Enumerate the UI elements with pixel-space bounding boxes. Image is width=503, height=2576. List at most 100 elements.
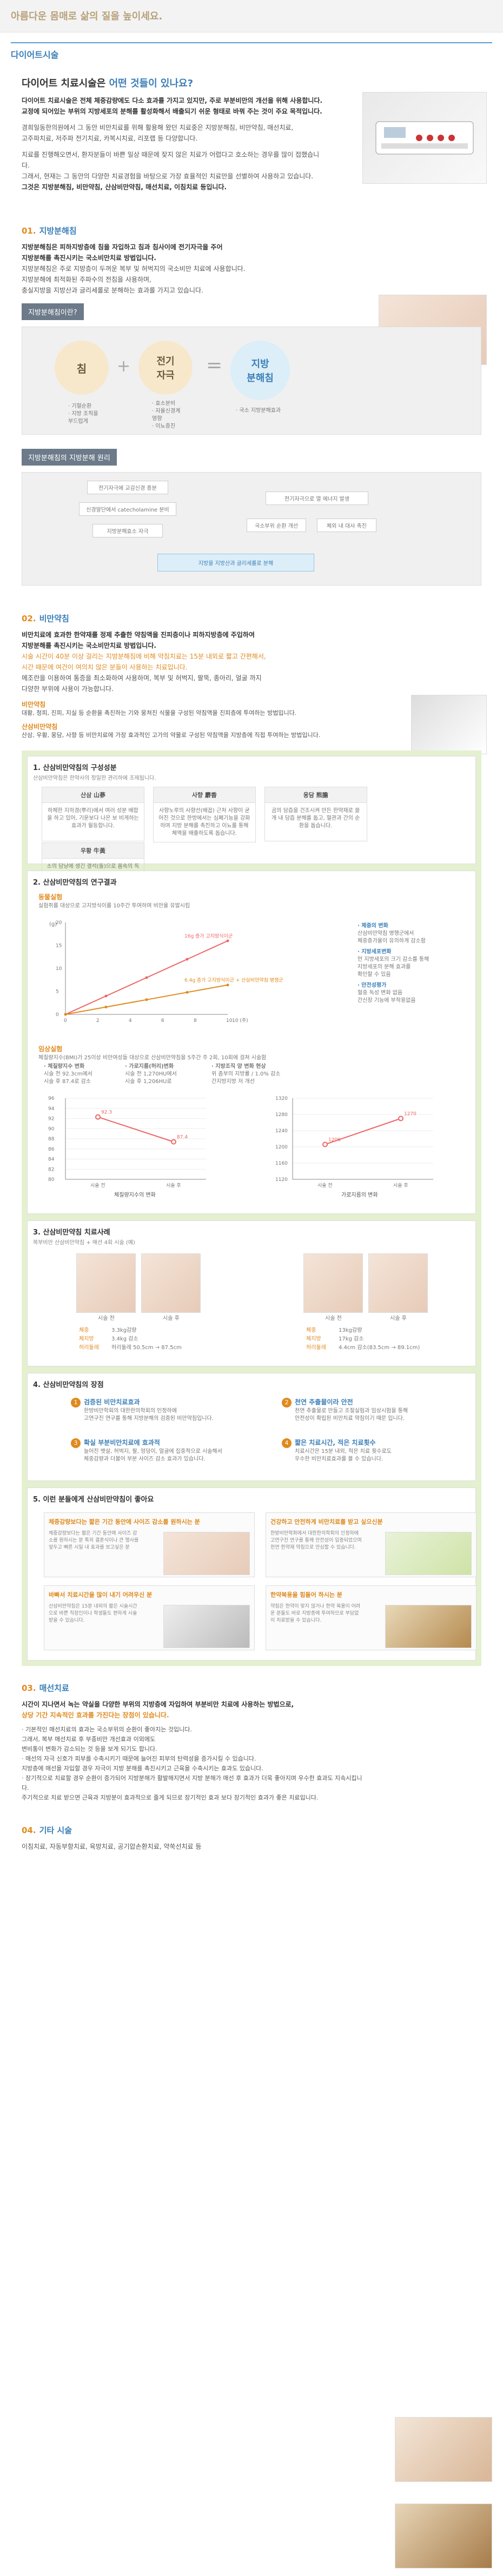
s3-bullet: · 기본적인 매선치료의 효과는 국소부위의 순환이 좋아지는 것입니다.	[22, 1726, 192, 1733]
animal-notes: · 체중의 변화 산삼비만약침 병행군에서 체중증가율이 유의하게 감소함 · …	[358, 922, 429, 1005]
case-label: 체중	[79, 1327, 89, 1333]
composition-cols: 산삼 山蔘 하체한 지하경(뿌리)에서 여러 성분 배합을 하고 있어, 기운보다…	[28, 787, 475, 898]
clinical-notes-3: · 지방조직 양 변화 현상 위 좀부의 지방률 / 1.0% 감소 간지방지방…	[211, 1063, 280, 1086]
advantage-title: 짧은 치료시간, 적은 치료횟수	[295, 1439, 376, 1446]
case-val: 4.4cm 감소(83.5cm → 89.1cm)	[339, 1345, 420, 1351]
recommend-tile-title: 한약복용을 힘들어 하시는 분	[270, 1591, 342, 1598]
clinical-note: · 지방조직 양 변화 현상	[211, 1064, 266, 1070]
s3-num: 03.	[22, 1683, 36, 1693]
s1-line-3: 지방분해침은 주로 지방층이 두꺼운 복부 및 허벅지의 국소비만 치료에 사용…	[22, 265, 246, 273]
intro-p3: 치료를 진행해오면서, 환자분들이 바쁜 일상 때문에 잦지 않은 치료가 어렵…	[22, 149, 325, 192]
advantage-item: 2 천연 추출물이라 안전 천연 추출물로 만들고 조절실험과 임상시험을 통해 안전…	[282, 1398, 460, 1423]
x-tick-label: 시술 전	[317, 1183, 333, 1189]
recommend-tile: 체중감량보다는 짧은 기간 동안에 사이즈 감소를 원하시는 분 체중감량보다는 …	[44, 1512, 255, 1577]
recommend-title: 5. 이런 분들에게 산삼비만약침이 좋아요	[33, 1496, 154, 1504]
animal-note: 간신장 기능에 부작용없음	[358, 998, 416, 1004]
page-slogan: 아름다운 몸매로 삶의 질을 높이세요.	[11, 11, 163, 22]
c2-note: · 자율신경계	[152, 408, 181, 414]
data-label: 1206	[328, 1138, 341, 1143]
case-before-photo-1	[76, 1253, 136, 1313]
s2-line-5: 메조란을 이용하여 통증을 최소화하여 사용하며, 복부 및 허벅지, 팔뚝, …	[22, 674, 262, 682]
intro-line-1: 다이어트 치료시술은 전체 체중감량에도 다소 효과를 가지고 있지만, 주로 …	[22, 97, 323, 104]
intro-line-6: 그래서, 현재는 그 동안의 다양한 치료경험을 바탕으로 가장 효율적인 치료…	[22, 172, 314, 180]
s2-line-4: 시간 때문에 여건이 여의치 않은 분들이 사용하는 치료입니다.	[22, 663, 188, 671]
ingredient-head: 우황 牛黃	[42, 843, 144, 859]
recommend-tile-photo	[163, 1532, 250, 1575]
s4-title: 기타 시술	[39, 1825, 72, 1835]
advantage-desc: 늘어진 뱃살, 허벅지, 팔, 엉덩이, 얼굴에 집중적으로 시술해서	[84, 1449, 222, 1455]
data-point	[186, 958, 189, 961]
recommend-tile-title: 건강하고 안전하게 비만치료를 받고 싶으신분	[270, 1518, 383, 1525]
c2-note: · 효소분비	[152, 401, 176, 407]
s3-photo	[395, 2417, 492, 2482]
chart-title: 체질량지수의 변화	[114, 1192, 156, 1198]
clinical-note: · 체질량지수 변화	[44, 1064, 85, 1070]
series-line	[97, 1116, 174, 1143]
data-label: 87.4	[177, 1135, 188, 1140]
recommend-tile: 건강하고 안전하게 비만치료를 받고 싶으신분 한방비만학회에서 대한한의학회의 …	[266, 1512, 476, 1577]
composition-sub: 산삼비만약침은 한약사의 정밀한 관리하에 조제됩니다.	[33, 775, 156, 781]
s3-bullet: 그래서, 복부 매선치료 후 부종비만 개선효과 이외에도	[22, 1736, 156, 1743]
y-tick-label: 1120	[275, 1177, 288, 1183]
advantage-desc: 체중감량과 더불어 부분 사이즈 감소 효과가 있습니다.	[84, 1456, 206, 1462]
s3-bullet: 지방층에 매선을 자입할 경우 자극이 지방 분해를 촉진시키고 근육을 수축시…	[22, 1765, 263, 1772]
s2-drug-info: 비만약침 대황, 청피, 진피, 지실 등 순환을 촉진하는 기와 뭉쳐진 식물…	[22, 700, 481, 740]
case-row: 체지방 17kg 감소	[306, 1335, 420, 1344]
x-tick-label: 시술 후	[166, 1183, 181, 1189]
s3-title: 매선치료	[39, 1683, 69, 1693]
x-tick-label: 시술 전	[90, 1183, 105, 1189]
advantages-title: 4. 산삼비만약침의 장점	[33, 1381, 104, 1389]
device-illustration-icon	[375, 121, 474, 155]
clinical-note: 위 좀부의 지방률 / 1.0% 감소	[211, 1071, 281, 1077]
s4-heading: 04. 기타 시술	[22, 1824, 481, 1836]
ingredient-body: 하체한 지하경(뿌리)에서 여러 성분 배합을 하고 있어, 기운보다 나은 보…	[47, 808, 139, 829]
x-tick-label: 시술 후	[393, 1183, 408, 1189]
intro-line-2: 교정에 되어있는 부위의 지방세포의 분해를 활성화해서 배출되기 쉬운 형태로…	[22, 108, 322, 115]
y-tick-label: 1200	[275, 1145, 288, 1150]
intro-text: 다이어트 치료시술은 전체 체중감량에도 다소 효과를 가지고 있지만, 주로 …	[22, 95, 325, 192]
advantage-title: 검증된 비만치료효과	[84, 1398, 140, 1406]
bmi-chart: 80 82 84 86 88 90 92 94 96 92.3 시술 전 87.4 시술 후체질량지수의…	[48, 1096, 206, 1198]
case-row: 체지방 3.4kg 감소	[79, 1335, 182, 1344]
y-tick-label: 5	[56, 990, 59, 995]
case-label: 체중	[306, 1327, 316, 1333]
animal-note: · 안전성평가	[358, 982, 387, 988]
y-tick-label: 1160	[275, 1161, 288, 1166]
c2-note: · 이뇨증진	[152, 423, 176, 429]
animal-title: 동물실험	[38, 893, 63, 901]
data-point	[171, 1139, 176, 1145]
s2-line-1: 비만치료에 효과한 한약재를 정제 추출한 약침액을 진피층이나 피하지방층에 …	[22, 631, 255, 639]
clinical-note: 시술 전 92.3cm에서	[44, 1071, 92, 1077]
data-point	[398, 1116, 403, 1121]
clinical-notes-2: · 가로지름(허리)변화 시술 전 1,270HU에서 시술 후 1,206HU…	[125, 1063, 177, 1086]
case-val: 3.3kg감량	[111, 1327, 137, 1333]
s1-paragraph: 지방분해침은 피하지방층에 침을 자입하고 침과 침사이에 전기자극을 주어 지…	[22, 242, 368, 296]
recommend-tile-title: 체중감량보다는 짧은 기간 동안에 사이즈 감소를 원하시는 분	[49, 1518, 200, 1525]
case-row: 허리둘레 4.4cm 감소(83.5cm → 89.1cm)	[306, 1344, 420, 1352]
recommend-tile-photo	[385, 1605, 472, 1648]
recommend-tile-title: 바빠서 치료시간을 많이 내기 어려우신 분	[49, 1591, 153, 1598]
s1-principle-label: 지방분해침의 지방분해 원리	[22, 449, 117, 466]
waist-chart: 1120 1160 1200 1240 1280 1320 1206 시술 전 1270 시술 후…	[275, 1096, 433, 1198]
s3-bullets: · 기본적인 매선치료의 효과는 국소부위의 순환이 좋아지는 것입니다. 그래…	[22, 1725, 368, 1803]
intro-p1: 다이어트 치료시술은 전체 체중감량에도 다소 효과를 가지고 있지만, 주로 …	[22, 95, 325, 117]
s1-flow-diagram: 전기자극에 교감신경 흥분 신경말단에서 catecholamine 분비 지방…	[22, 472, 481, 586]
s2-num: 02.	[22, 614, 36, 623]
data-label: 1270	[404, 1112, 416, 1117]
s1-num: 01.	[22, 226, 36, 236]
case-after-photo-2	[368, 1253, 428, 1313]
s4-num: 04.	[22, 1825, 36, 1835]
s2-line-2: 지방분해를 촉진시키는 국소비만치료 방법입니다.	[22, 642, 156, 649]
intro-p2: 경희일동한의원에서 그 동안 비만치료를 위해 활용해 왔던 치료중은 지방분해…	[22, 122, 325, 144]
composition-title-text: 1. 산삼비만약침의 구성성분	[33, 764, 117, 772]
case-before-photo-2	[303, 1253, 363, 1313]
s3-line-1: 시간이 지나면서 녹는 약실을 다양한 부위의 지방층에 자입하여 부분비만 치…	[22, 1701, 294, 1708]
s3-line-2: 상당 기간 지속적인 효과를 가진다는 장점이 있습니다.	[22, 1711, 169, 1719]
advantage-desc: 안전성이 확립된 비만치료 약침이기 때문 입니다.	[295, 1416, 405, 1422]
case-label: 허리둘레	[306, 1345, 326, 1351]
advantage-desc: 우수한 비만치료효과를 볼 수 있습니다.	[295, 1456, 383, 1462]
drug-desc: 대황, 청피, 진피, 지실 등 순환을 촉진하는 기와 뭉쳐진 식물을 구성된…	[22, 709, 297, 716]
c1-notes: · 기혈순환 · 지방 조직을 부드럽게	[68, 403, 98, 426]
